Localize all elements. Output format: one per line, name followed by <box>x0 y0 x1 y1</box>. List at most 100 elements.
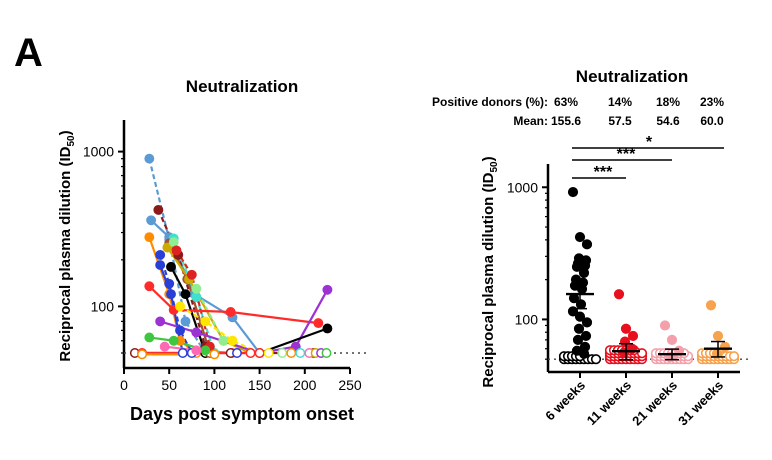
right-positive-point <box>572 334 584 345</box>
significance-label: *** <box>594 164 613 181</box>
right-positive-point <box>620 323 632 334</box>
positive-donors-value: 18% <box>656 95 680 109</box>
left-limit-point <box>295 348 306 358</box>
left-data-point <box>164 278 175 289</box>
left-data-point <box>200 345 211 356</box>
right-positive-point <box>619 336 631 347</box>
right-x-tick-label: 11 weeks <box>584 378 634 428</box>
left-x-tick-label: 50 <box>161 377 177 393</box>
right-chart-title: Neutralization <box>576 67 688 86</box>
left-chart: Neutralization Reciprocal plasma dilutio… <box>57 77 366 424</box>
left-series-line <box>159 254 193 354</box>
right-positive-point <box>574 311 586 322</box>
positive-donors-value: 63% <box>554 95 578 109</box>
left-data-point <box>227 335 238 346</box>
right-positive-point <box>578 348 590 359</box>
right-positive-point <box>578 267 590 278</box>
right-positive-point <box>581 317 593 328</box>
left-series-line <box>148 285 319 325</box>
left-data-point <box>209 349 220 360</box>
left-data-point <box>171 245 182 256</box>
left-data-point <box>218 335 229 346</box>
left-data-point <box>191 283 202 294</box>
left-x-tick-label: 100 <box>203 377 227 393</box>
left-data-point <box>168 237 179 248</box>
right-y-axis-label: Reciprocal plasma dilution (ID50) <box>480 156 500 387</box>
left-limit-point <box>321 348 332 358</box>
right-positive-point <box>571 261 583 272</box>
left-data-point <box>159 341 170 352</box>
right-positive-point <box>705 300 717 311</box>
left-limit-point <box>245 348 256 358</box>
right-positive-point <box>576 283 588 295</box>
left-data-point <box>254 348 265 358</box>
right-positive-point <box>627 330 639 342</box>
left-data-point <box>146 215 157 226</box>
positive-donors-value: 14% <box>608 95 632 109</box>
left-data-point <box>155 316 166 327</box>
left-data-point <box>186 269 197 280</box>
left-data-point <box>162 242 173 253</box>
left-data-point <box>180 316 191 327</box>
left-limit-point <box>277 348 288 358</box>
right-positive-point <box>712 330 724 342</box>
left-x-axis-label: Days post symptom onset <box>130 404 354 424</box>
left-data-point <box>168 335 179 346</box>
right-y-tick-label: 1000 <box>507 179 538 195</box>
right-positive-point <box>719 341 731 352</box>
left-data-point <box>191 345 202 356</box>
significance-label: * <box>646 134 653 151</box>
left-data-point <box>175 325 185 336</box>
left-data-point <box>166 261 176 272</box>
left-data-point <box>322 284 333 295</box>
left-x-tick-label: 150 <box>248 377 272 393</box>
mean-value: 60.0 <box>700 114 724 128</box>
left-limit-point <box>232 348 242 358</box>
mean-value: 155.6 <box>551 114 581 128</box>
right-positive-point <box>567 186 579 198</box>
right-y-tick-label: 100 <box>515 311 539 327</box>
left-data-point <box>175 301 185 312</box>
left-y-axis-label: Reciprocal plasma dilution (ID50) <box>57 130 77 361</box>
mean-value: 57.5 <box>608 114 632 128</box>
right-positive-point <box>580 330 592 342</box>
left-data-point <box>191 292 202 302</box>
right-positive-point <box>618 347 630 358</box>
right-x-tick-label: 21 weeks <box>629 378 680 429</box>
left-data-point <box>153 204 164 215</box>
mean-value: 54.6 <box>656 114 680 128</box>
left-data-point <box>313 318 324 329</box>
mean-label: Mean: <box>513 114 548 128</box>
left-limit-point <box>286 348 297 358</box>
left-data-point <box>180 289 191 300</box>
right-negative-point <box>590 354 602 365</box>
left-data-point <box>137 349 148 360</box>
left-data-point <box>322 323 333 334</box>
right-positive-point <box>581 239 593 250</box>
right-x-tick-label: 6 weeks <box>542 378 588 424</box>
left-data-point <box>200 316 211 327</box>
left-data-point <box>144 232 155 243</box>
left-x-tick-label: 0 <box>120 377 128 393</box>
left-data-point <box>225 307 236 317</box>
right-positive-point <box>666 334 678 345</box>
panel-label: A <box>14 31 43 75</box>
right-positive-point <box>575 299 587 310</box>
left-data-point <box>144 153 155 164</box>
left-data-point <box>177 348 188 358</box>
left-limit-point <box>263 348 274 358</box>
left-data-point <box>144 281 155 292</box>
right-positive-point <box>573 323 585 334</box>
positive-donors-label: Positive donors (%): <box>432 95 548 109</box>
right-negative-point <box>728 351 740 362</box>
right-positive-point <box>574 231 586 243</box>
left-x-tick-label: 250 <box>338 377 362 393</box>
left-x-tick-label: 200 <box>293 377 317 393</box>
left-data-point <box>155 249 166 260</box>
right-positive-point <box>613 289 625 300</box>
left-data-point <box>155 260 166 270</box>
right-x-tick-label: 31 weeks <box>675 378 726 429</box>
right-positive-point <box>659 320 671 331</box>
right-chart: Neutralization Positive donors (%): Mean… <box>432 67 752 429</box>
